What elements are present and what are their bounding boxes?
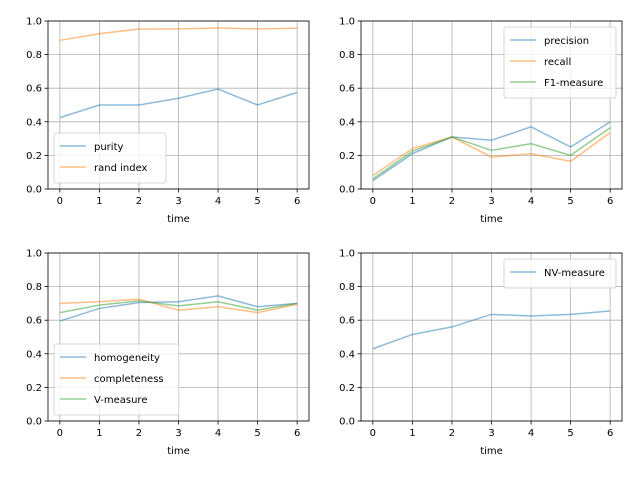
legend-box — [53, 343, 180, 416]
x-tick-label: 2 — [136, 428, 142, 439]
chart-panel-3: 0 1 2 3 4 5 6 0.0 0.2 0.4 0.6 0.8 1.0 time homogeneity… — [26, 249, 310, 457]
x-tick-label: 3 — [488, 196, 494, 207]
legend-label: F1-measure — [544, 78, 603, 89]
x-tick-label: 1 — [96, 196, 102, 207]
y-tick-label: 0.8 — [339, 50, 355, 61]
x-tick-label: 1 — [96, 428, 102, 439]
x-tick-label: 3 — [488, 428, 494, 439]
legend-label: homogeneity — [94, 353, 160, 364]
x-tick-label: 2 — [449, 196, 455, 207]
y-tick-label: 1.0 — [26, 17, 42, 28]
chart-panel-4: 0 1 2 3 4 5 6 0.0 0.2 0.4 0.6 0.8 1.0 time NV-measure — [339, 249, 623, 457]
legend: precision recall F1-measure — [503, 26, 617, 99]
x-tick-label: 0 — [57, 428, 63, 439]
x-tick-label: 5 — [254, 196, 260, 207]
x-tick-label: 3 — [175, 428, 181, 439]
y-tick-label: 0.0 — [26, 417, 42, 428]
y-tick-label: 0.2 — [339, 151, 355, 162]
x-axis-label: time — [480, 446, 503, 457]
y-tick-label: 0.0 — [339, 417, 355, 428]
x-tick-label: 1 — [409, 196, 415, 207]
x-tick-label: 6 — [294, 428, 300, 439]
legend-label: rand index — [94, 163, 148, 174]
legend-label: purity — [94, 142, 123, 153]
x-tick-label: 5 — [567, 428, 573, 439]
y-tick-label: 1.0 — [26, 249, 42, 260]
legend-label: NV-measure — [544, 268, 605, 279]
legend: NV-measure — [503, 258, 617, 289]
series-line-purity — [59, 88, 298, 119]
legend: purity rand index — [53, 132, 167, 184]
x-axis-label: time — [480, 214, 503, 225]
legend-label: precision — [544, 36, 589, 47]
x-tick-label: 6 — [607, 196, 613, 207]
legend: homogeneity completeness V-measure — [53, 343, 180, 416]
y-tick-label: 0.0 — [26, 185, 42, 196]
x-tick-label: 4 — [215, 196, 221, 207]
x-axis-label: time — [167, 214, 190, 225]
series-line-homogeneity — [59, 295, 298, 322]
x-tick-label: 5 — [254, 428, 260, 439]
series-line-precision — [372, 121, 611, 182]
x-tick-label: 4 — [215, 428, 221, 439]
x-tick-label: 0 — [370, 196, 376, 207]
y-tick-label: 0.2 — [339, 383, 355, 394]
y-tick-label: 0.6 — [339, 84, 355, 95]
x-tick-label: 6 — [607, 428, 613, 439]
y-tick-label: 0.6 — [26, 316, 42, 327]
y-tick-label: 0.4 — [339, 117, 355, 128]
y-tick-label: 0.4 — [26, 117, 42, 128]
series-line-recall — [372, 132, 611, 177]
chart-panel-1: 0 1 2 3 4 5 6 0.0 0.2 0.4 0.6 0.8 1.0 time purity rand … — [26, 17, 310, 225]
y-tick-label: 0.0 — [339, 185, 355, 196]
y-tick-label: 0.6 — [26, 84, 42, 95]
x-axis-label: time — [167, 446, 190, 457]
y-tick-label: 0.6 — [339, 316, 355, 327]
x-tick-label: 4 — [528, 196, 534, 207]
y-tick-label: 0.8 — [26, 50, 42, 61]
legend-box — [53, 132, 167, 184]
x-tick-label: 3 — [175, 196, 181, 207]
legend-box — [503, 258, 617, 289]
series-line-completeness — [59, 298, 298, 314]
y-tick-label: 0.8 — [339, 282, 355, 293]
x-tick-label: 5 — [567, 196, 573, 207]
x-tick-label: 0 — [370, 428, 376, 439]
legend-box — [503, 26, 617, 99]
y-tick-label: 0.2 — [26, 151, 42, 162]
legend-label: V-measure — [94, 395, 147, 406]
x-tick-label: 2 — [449, 428, 455, 439]
y-tick-label: 1.0 — [339, 17, 355, 28]
x-tick-label: 0 — [57, 196, 63, 207]
x-tick-label: 4 — [528, 428, 534, 439]
x-tick-label: 2 — [136, 196, 142, 207]
legend-label: completeness — [94, 374, 164, 385]
series-line-f1-measure — [372, 127, 611, 180]
series-line-nv-measure — [372, 310, 611, 350]
y-tick-label: 0.8 — [26, 282, 42, 293]
x-tick-label: 1 — [409, 428, 415, 439]
y-tick-label: 0.2 — [26, 383, 42, 394]
x-tick-label: 6 — [294, 196, 300, 207]
y-tick-label: 0.4 — [26, 349, 42, 360]
y-tick-label: 1.0 — [339, 249, 355, 260]
series-line-v-measure — [59, 300, 298, 314]
series-line-rand-index — [59, 27, 298, 42]
legend-label: recall — [544, 57, 571, 68]
y-tick-label: 0.4 — [339, 349, 355, 360]
chart-panel-2: 0 1 2 3 4 5 6 0.0 0.2 0.4 0.6 0.8 1.0 time precision re… — [339, 17, 623, 225]
